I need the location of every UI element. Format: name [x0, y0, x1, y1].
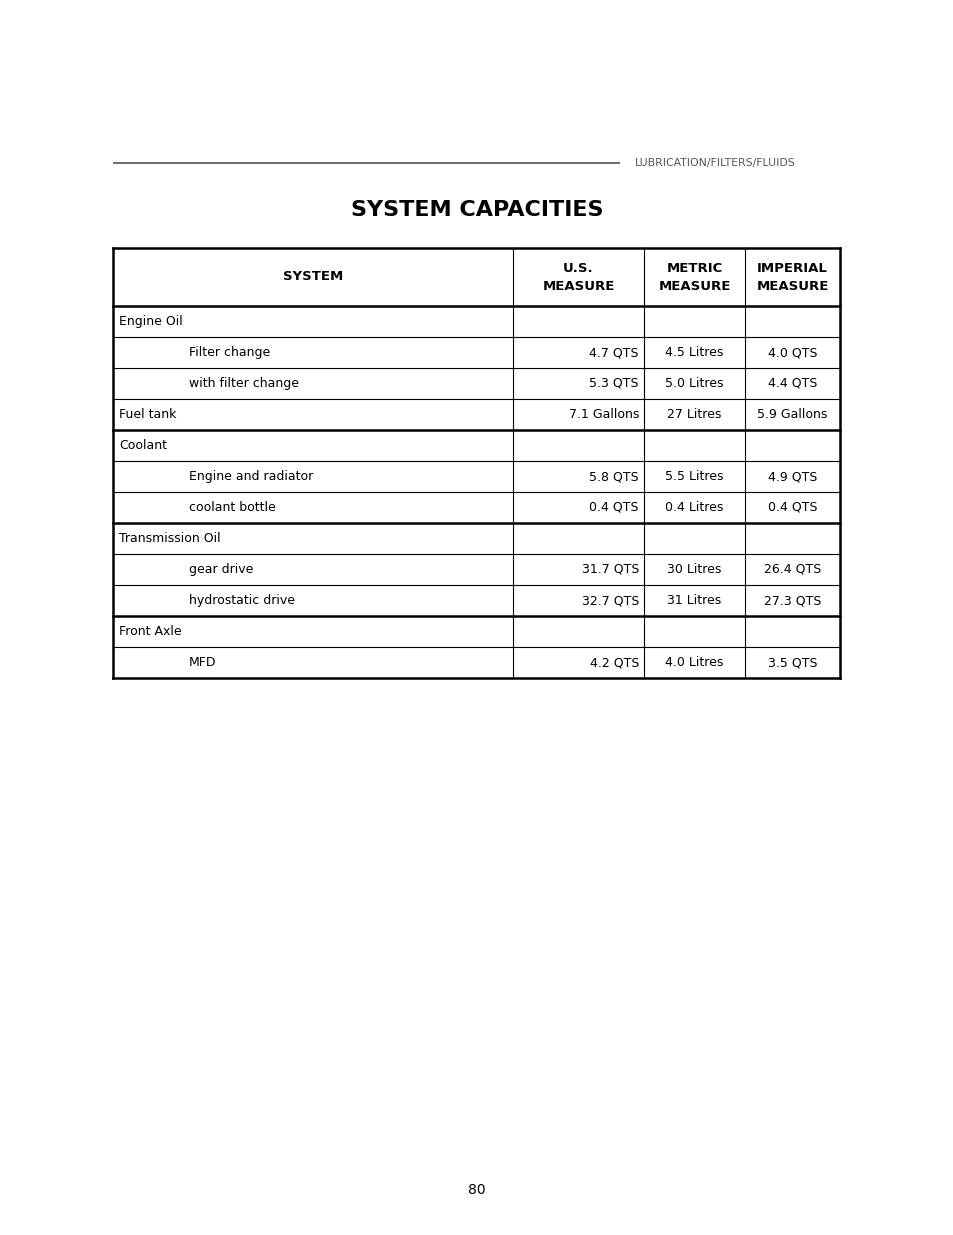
- Text: 31 Litres: 31 Litres: [667, 594, 720, 606]
- Text: MEASURE: MEASURE: [756, 279, 828, 293]
- Text: MFD: MFD: [189, 656, 216, 669]
- Text: 0.4 QTS: 0.4 QTS: [589, 501, 639, 514]
- Text: 5.0 Litres: 5.0 Litres: [664, 377, 723, 390]
- Text: SYSTEM CAPACITIES: SYSTEM CAPACITIES: [351, 200, 602, 220]
- Text: 4.0 QTS: 4.0 QTS: [767, 346, 817, 359]
- Text: Coolant: Coolant: [119, 438, 167, 452]
- Text: U.S.: U.S.: [562, 263, 593, 275]
- Text: with filter change: with filter change: [189, 377, 298, 390]
- Text: coolant bottle: coolant bottle: [189, 501, 275, 514]
- Text: 4.9 QTS: 4.9 QTS: [767, 471, 817, 483]
- Text: Engine and radiator: Engine and radiator: [189, 471, 313, 483]
- Text: Fuel tank: Fuel tank: [119, 408, 176, 421]
- Text: 27.3 QTS: 27.3 QTS: [763, 594, 821, 606]
- Text: Transmission Oil: Transmission Oil: [119, 532, 220, 545]
- Text: Engine Oil: Engine Oil: [119, 315, 183, 329]
- Text: IMPERIAL: IMPERIAL: [757, 263, 827, 275]
- Text: 32.7 QTS: 32.7 QTS: [581, 594, 639, 606]
- Text: 3.5 QTS: 3.5 QTS: [767, 656, 817, 669]
- Text: 5.5 Litres: 5.5 Litres: [664, 471, 723, 483]
- Text: 26.4 QTS: 26.4 QTS: [763, 563, 821, 576]
- Text: 5.9 Gallons: 5.9 Gallons: [757, 408, 827, 421]
- Text: 0.4 Litres: 0.4 Litres: [664, 501, 723, 514]
- Text: Filter change: Filter change: [189, 346, 270, 359]
- Text: 5.8 QTS: 5.8 QTS: [589, 471, 639, 483]
- Text: 4.0 Litres: 4.0 Litres: [664, 656, 723, 669]
- Text: 7.1 Gallons: 7.1 Gallons: [568, 408, 639, 421]
- Text: 27 Litres: 27 Litres: [666, 408, 720, 421]
- Text: 4.2 QTS: 4.2 QTS: [589, 656, 639, 669]
- Text: MEASURE: MEASURE: [541, 279, 614, 293]
- Text: hydrostatic drive: hydrostatic drive: [189, 594, 294, 606]
- Text: SYSTEM: SYSTEM: [283, 270, 343, 284]
- Text: 80: 80: [468, 1183, 485, 1197]
- Text: 4.7 QTS: 4.7 QTS: [589, 346, 639, 359]
- Text: Front Axle: Front Axle: [119, 625, 181, 638]
- Text: 4.5 Litres: 4.5 Litres: [664, 346, 723, 359]
- Text: METRIC: METRIC: [666, 263, 721, 275]
- Text: 30 Litres: 30 Litres: [666, 563, 720, 576]
- Text: 0.4 QTS: 0.4 QTS: [767, 501, 817, 514]
- Text: LUBRICATION/FILTERS/FLUIDS: LUBRICATION/FILTERS/FLUIDS: [635, 158, 795, 168]
- Text: 31.7 QTS: 31.7 QTS: [581, 563, 639, 576]
- Text: MEASURE: MEASURE: [658, 279, 730, 293]
- Text: gear drive: gear drive: [189, 563, 253, 576]
- Text: 5.3 QTS: 5.3 QTS: [589, 377, 639, 390]
- Text: 4.4 QTS: 4.4 QTS: [767, 377, 817, 390]
